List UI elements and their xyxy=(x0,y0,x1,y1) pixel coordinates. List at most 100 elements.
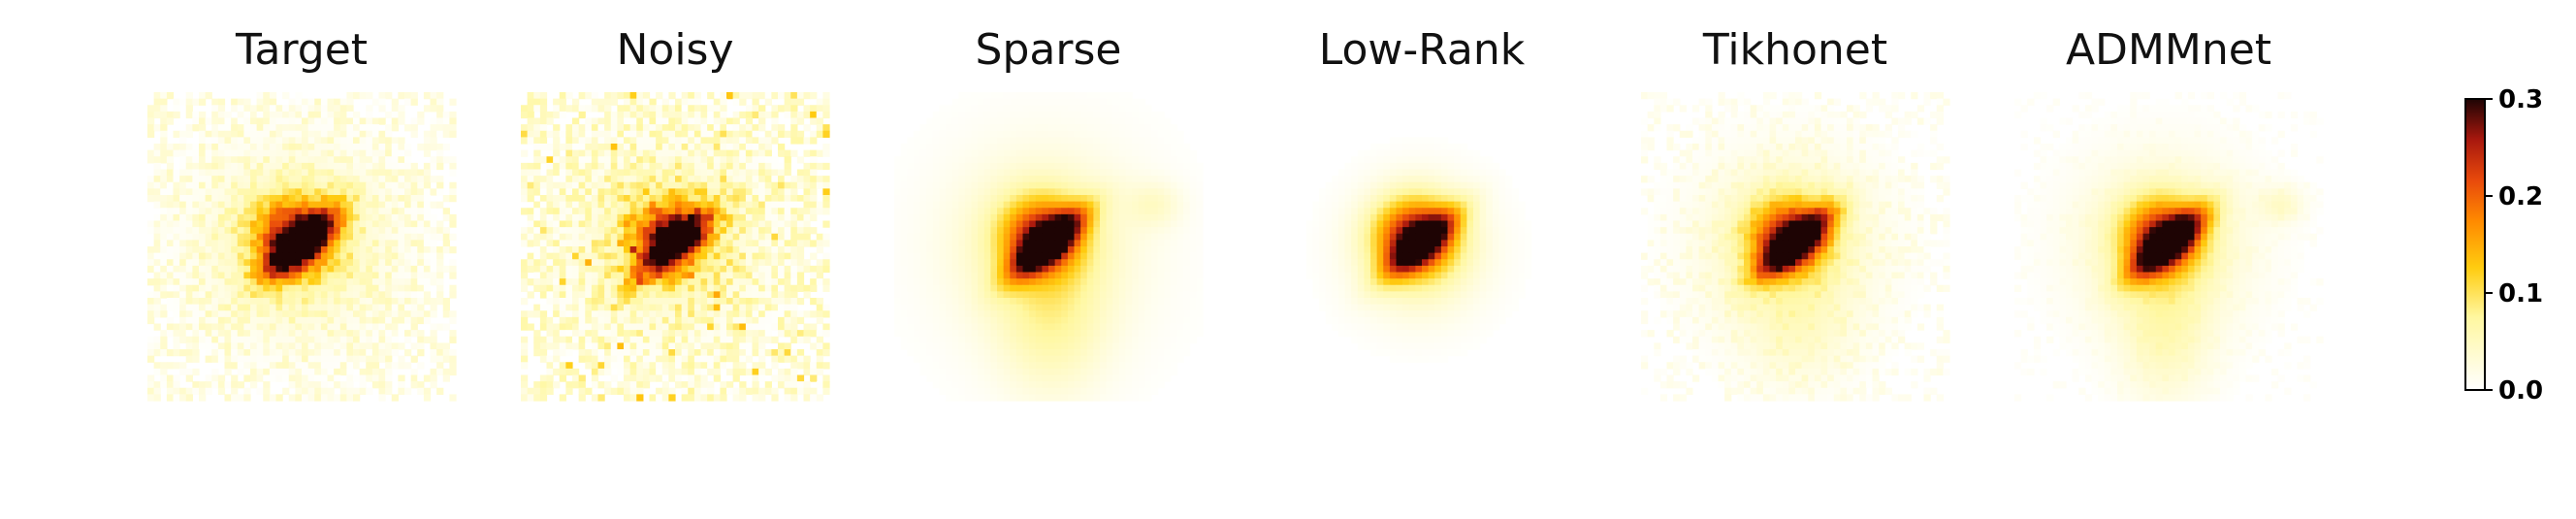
heatmap-cell xyxy=(617,240,625,247)
heatmap-cell xyxy=(307,362,315,370)
heatmap-cell xyxy=(263,240,271,247)
heatmap-cell xyxy=(302,176,309,183)
heatmap-cell xyxy=(585,201,593,209)
heatmap-cell xyxy=(353,220,361,228)
heatmap-cell xyxy=(391,233,399,241)
heatmap-cell xyxy=(410,381,418,389)
heatmap-cell xyxy=(553,149,561,157)
heatmap-image xyxy=(147,92,457,402)
heatmap-cell xyxy=(951,130,959,138)
heatmap-cell xyxy=(713,304,721,311)
heatmap-cell xyxy=(423,233,432,241)
heatmap-cell xyxy=(442,349,450,357)
heatmap-cell xyxy=(764,111,772,119)
heatmap-cell xyxy=(661,124,669,132)
heatmap-cell xyxy=(656,342,663,350)
heatmap-cell xyxy=(656,246,663,254)
heatmap-cell xyxy=(675,374,683,382)
heatmap-cell xyxy=(778,130,786,138)
heatmap-cell xyxy=(307,227,315,235)
heatmap-cell xyxy=(1054,201,1062,209)
heatmap-cell xyxy=(675,169,683,177)
heatmap-cell xyxy=(1029,220,1037,228)
heatmap-cell xyxy=(693,227,702,235)
heatmap-cell xyxy=(533,117,541,125)
heatmap-cell xyxy=(211,233,219,241)
heatmap-cell xyxy=(739,355,747,363)
heatmap-cell xyxy=(951,188,959,196)
heatmap-cell xyxy=(539,227,548,235)
heatmap-cell xyxy=(217,284,226,292)
heatmap-cell xyxy=(231,259,239,267)
heatmap-cell xyxy=(160,181,168,189)
heatmap-cell xyxy=(784,149,791,157)
heatmap-cell xyxy=(1061,105,1069,113)
heatmap-cell xyxy=(327,220,335,228)
heatmap-cell xyxy=(231,240,239,247)
heatmap-cell xyxy=(1118,111,1127,119)
heatmap-cell xyxy=(1151,156,1159,164)
heatmap-cell xyxy=(803,394,811,402)
heatmap-cell xyxy=(269,201,277,209)
heatmap-cell xyxy=(790,304,798,311)
heatmap-cell xyxy=(913,137,921,145)
heatmap-cell xyxy=(1015,144,1024,151)
heatmap-cell xyxy=(565,233,573,241)
heatmap-cell xyxy=(327,137,335,145)
heatmap-cell xyxy=(964,181,973,189)
heatmap-cell xyxy=(1035,117,1043,125)
heatmap-cell xyxy=(939,227,947,235)
heatmap-cell xyxy=(314,169,322,177)
heatmap-cell xyxy=(366,272,373,279)
heatmap-cell xyxy=(295,176,303,183)
heatmap-cell xyxy=(211,201,219,209)
heatmap-cell xyxy=(521,298,529,306)
heatmap-cell xyxy=(263,181,271,189)
heatmap-cell xyxy=(263,220,271,228)
heatmap-cell xyxy=(166,208,175,215)
heatmap-cell xyxy=(1067,144,1076,151)
heatmap-cell xyxy=(314,176,322,183)
heatmap-cell xyxy=(617,220,625,228)
heatmap-cell xyxy=(926,149,934,157)
heatmap-cell xyxy=(423,169,432,177)
heatmap-cell xyxy=(339,394,347,402)
heatmap-cell xyxy=(449,124,457,132)
heatmap-cell xyxy=(269,117,277,125)
heatmap-cell xyxy=(211,111,219,119)
heatmap-cell xyxy=(295,220,303,228)
heatmap-cell xyxy=(642,362,651,370)
heatmap-cell xyxy=(559,336,566,343)
heatmap-cell xyxy=(199,124,207,132)
heatmap-cell xyxy=(668,304,676,311)
heatmap-cell xyxy=(185,387,193,395)
heatmap-cell xyxy=(565,368,573,376)
heatmap-cell xyxy=(693,117,702,125)
heatmap-cell xyxy=(546,213,554,222)
heatmap-cell xyxy=(269,349,277,357)
heatmap-cell xyxy=(199,252,207,260)
heatmap-cell xyxy=(371,284,380,292)
panel-title: Noisy xyxy=(616,25,733,75)
heatmap-cell xyxy=(442,323,450,331)
heatmap-cell xyxy=(624,144,631,151)
heatmap-cell xyxy=(192,208,200,215)
heatmap-cell xyxy=(404,208,412,215)
heatmap-cell xyxy=(990,195,998,203)
heatmap-cell xyxy=(1138,176,1145,183)
heatmap-cell xyxy=(275,284,283,292)
heatmap-cell xyxy=(951,227,959,235)
heatmap-cell xyxy=(771,176,779,183)
heatmap-cell xyxy=(983,149,991,157)
heatmap-cell xyxy=(784,304,791,311)
heatmap-cell xyxy=(1015,105,1024,113)
heatmap-cell xyxy=(546,355,554,363)
heatmap-cell xyxy=(423,227,432,235)
heatmap-cell xyxy=(565,176,573,183)
heatmap-cell xyxy=(578,111,586,119)
heatmap-cell xyxy=(642,278,651,286)
heatmap-cell xyxy=(179,284,187,292)
heatmap-cell xyxy=(629,233,637,241)
heatmap-cell xyxy=(971,176,979,183)
heatmap-cell xyxy=(681,208,689,215)
